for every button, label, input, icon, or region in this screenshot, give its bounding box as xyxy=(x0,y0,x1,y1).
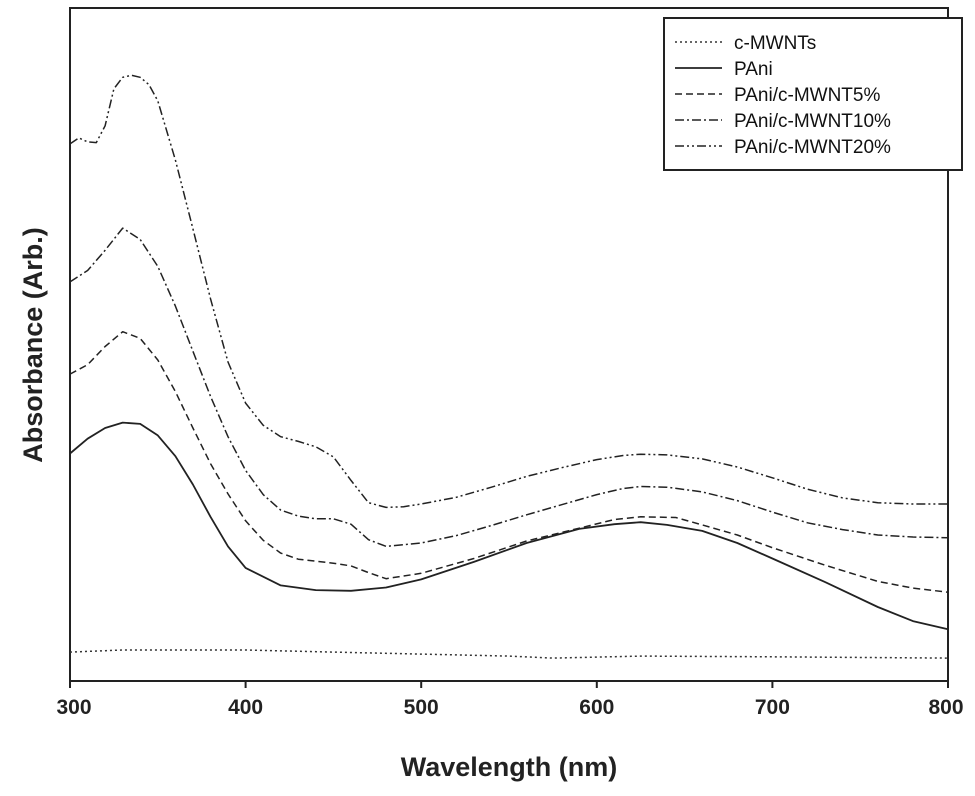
legend-label-pani: PAni xyxy=(734,59,773,80)
x-tick-label: 500 xyxy=(404,696,439,719)
legend-label-pani-c-mwnt10: PAni/c-MWNT10% xyxy=(734,111,891,132)
x-axis-ticks: 300 400 500 600 700 800 xyxy=(56,681,964,719)
series-line-pani-c-mwnt20 xyxy=(69,74,948,509)
x-axis-title: Wavelength (nm) xyxy=(401,752,618,782)
series-lines xyxy=(69,74,949,659)
series-line-pani xyxy=(69,421,949,631)
x-tick-label: 400 xyxy=(228,696,263,719)
plot-frame xyxy=(69,7,949,682)
legend-label-c-mwnts: c-MWNTs xyxy=(734,33,816,54)
series-line-pani-c-mwnt5 xyxy=(69,330,949,593)
legend: c-MWNTs PAni PAni/c-MWNT5% PAni/c-MWNT10% PA… xyxy=(663,17,963,171)
legend-box xyxy=(663,17,963,171)
x-tick-label: 300 xyxy=(56,696,91,719)
x-tick-label: 700 xyxy=(755,696,790,719)
x-tick-label: 600 xyxy=(579,696,614,719)
legend-label-pani-c-mwnt5: PAni/c-MWNT5% xyxy=(734,85,880,106)
series-line-pani-c-mwnt10 xyxy=(69,227,949,548)
legend-items: c-MWNTs PAni PAni/c-MWNT5% PAni/c-MWNT10% PA… xyxy=(675,33,891,158)
legend-label-pani-c-mwnt20: PAni/c-MWNT20% xyxy=(734,137,891,158)
x-tick-label: 800 xyxy=(928,696,963,719)
y-axis-title: Absorbance (Arb.) xyxy=(18,227,48,463)
series-line-c-mwnts xyxy=(69,649,949,659)
